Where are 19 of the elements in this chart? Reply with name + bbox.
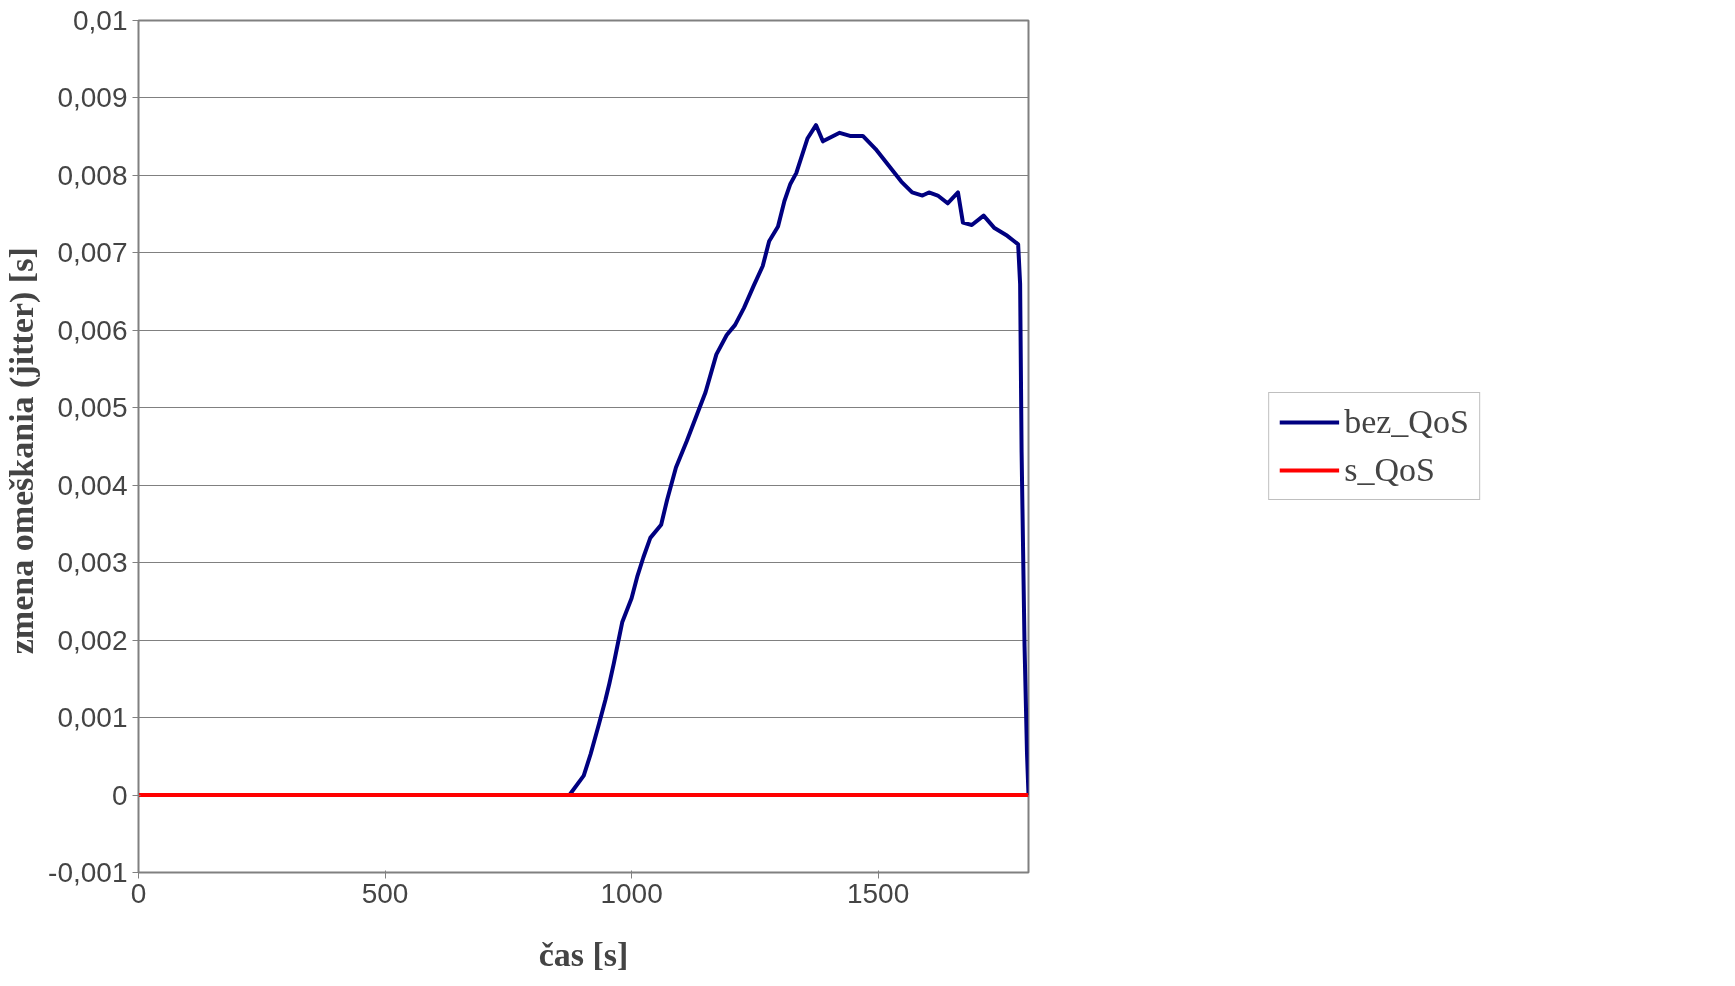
y-tick-label: 0,002 (57, 624, 128, 656)
legend-label: bez_QoS (1344, 403, 1469, 441)
x-tick-label: 500 (361, 877, 409, 909)
x-axis-title: čas [s] (538, 935, 629, 973)
y-tick-label: 0,009 (57, 82, 128, 114)
y-tick-label: 0,007 (57, 237, 128, 269)
x-tick-label: 1000 (600, 877, 663, 909)
y-tick-label: 0,004 (57, 469, 128, 501)
y-tick-label: -0,001 (48, 857, 128, 888)
legend-label: s_QoS (1344, 451, 1435, 489)
y-tick-label: 0,006 (57, 314, 128, 346)
y-tick-label: 0,005 (57, 392, 128, 424)
y-tick-label: 0,001 (57, 702, 128, 734)
y-tick-label: 0,01 (73, 5, 128, 36)
y-tick-label: 0 (111, 779, 128, 811)
y-tick-label: 0,003 (57, 547, 128, 579)
x-tick-label: 1500 (846, 877, 910, 909)
y-axis-title: zmena omeškania (jitter) [s] (3, 247, 42, 655)
y-tick-label: 0,008 (57, 159, 128, 191)
